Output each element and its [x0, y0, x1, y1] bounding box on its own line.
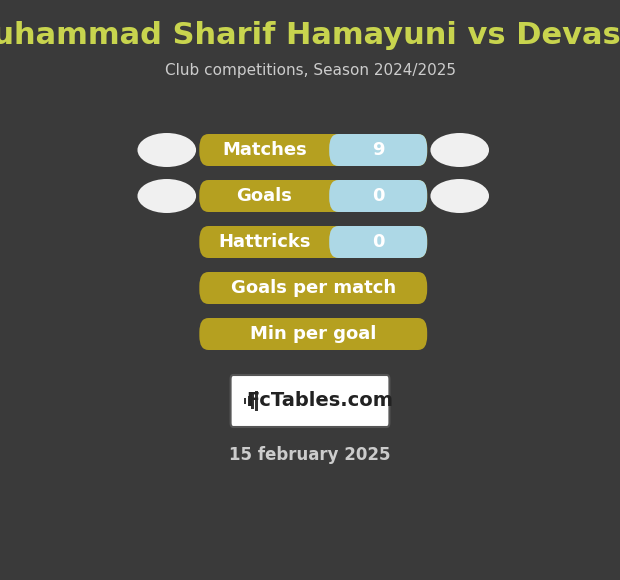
- Ellipse shape: [138, 179, 196, 213]
- Text: 15 february 2025: 15 february 2025: [229, 446, 391, 464]
- Bar: [251, 393, 254, 408]
- Text: Matches: Matches: [222, 141, 307, 159]
- Bar: [247, 396, 250, 406]
- Text: Hattricks: Hattricks: [218, 233, 311, 251]
- FancyBboxPatch shape: [199, 272, 427, 304]
- Text: Goals: Goals: [236, 187, 292, 205]
- FancyBboxPatch shape: [329, 134, 427, 166]
- Text: 0: 0: [372, 233, 384, 251]
- FancyBboxPatch shape: [199, 318, 427, 350]
- FancyBboxPatch shape: [199, 180, 427, 212]
- FancyBboxPatch shape: [199, 134, 427, 166]
- Ellipse shape: [138, 133, 196, 167]
- Ellipse shape: [430, 133, 489, 167]
- Text: 0: 0: [372, 187, 384, 205]
- Text: Club competitions, Season 2024/2025: Club competitions, Season 2024/2025: [164, 63, 456, 78]
- FancyBboxPatch shape: [329, 180, 427, 212]
- Text: Muhammad Sharif Hamayuni vs Devassy: Muhammad Sharif Hamayuni vs Devassy: [0, 20, 620, 49]
- Text: FcTables.com: FcTables.com: [246, 392, 393, 411]
- Text: Goals per match: Goals per match: [231, 279, 396, 297]
- FancyBboxPatch shape: [231, 375, 389, 427]
- Text: Min per goal: Min per goal: [250, 325, 376, 343]
- Ellipse shape: [430, 179, 489, 213]
- FancyBboxPatch shape: [329, 226, 427, 258]
- FancyBboxPatch shape: [199, 226, 427, 258]
- Bar: [255, 391, 258, 411]
- Bar: [244, 398, 246, 404]
- Text: 9: 9: [372, 141, 384, 159]
